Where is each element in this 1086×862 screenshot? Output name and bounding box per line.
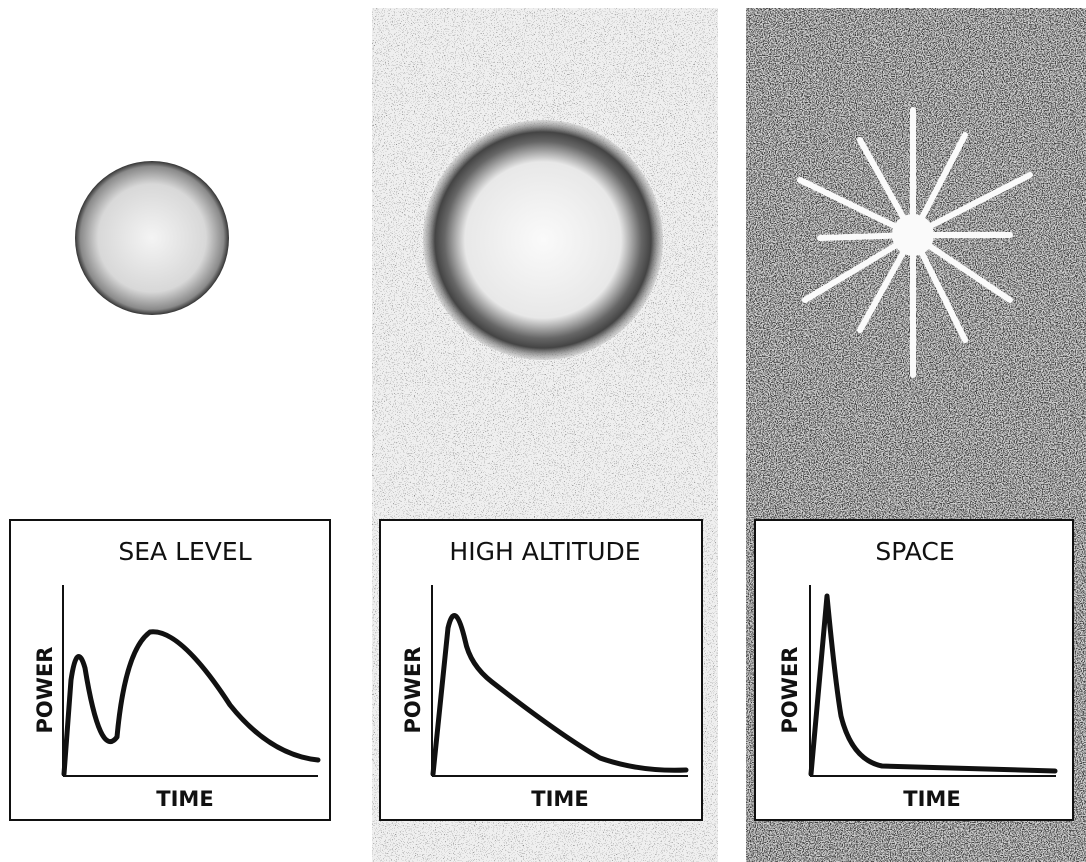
panel-title: SEA LEVEL [118, 537, 251, 566]
fireball [892, 214, 934, 256]
graph-panel: SPACE POWER TIME [755, 520, 1073, 820]
y-axis-label: POWER [778, 647, 802, 734]
panel-title: HIGH ALTITUDE [449, 537, 640, 566]
graph-panel: HIGH ALTITUDE POWER TIME [380, 520, 702, 820]
x-axis-label: TIME [903, 787, 960, 811]
graph-panel: SEA LEVEL POWER TIME [10, 520, 330, 820]
x-axis-label: TIME [156, 787, 213, 811]
x-axis-label: TIME [531, 787, 588, 811]
y-axis-label: POWER [33, 647, 57, 734]
y-axis-label: POWER [401, 647, 425, 734]
panel-title: SPACE [875, 537, 954, 566]
fireball [75, 161, 229, 315]
fireball-ring [423, 120, 663, 360]
illustration: SEA LEVEL POWER TIME HIGH ALTITUDE POWER… [0, 0, 1086, 862]
